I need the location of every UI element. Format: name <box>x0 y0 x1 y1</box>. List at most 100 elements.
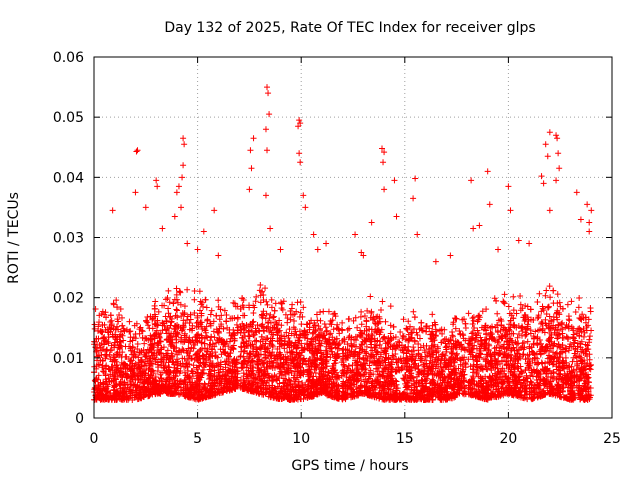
data-point <box>501 291 508 298</box>
data-point <box>479 308 486 315</box>
data-point <box>329 317 336 324</box>
data-point <box>461 316 468 323</box>
data-point <box>586 336 593 343</box>
data-point <box>544 343 551 350</box>
data-point <box>268 304 275 311</box>
data-point <box>474 358 481 365</box>
data-point <box>173 306 180 313</box>
data-point <box>416 335 423 342</box>
data-point <box>293 345 300 352</box>
data-point <box>222 371 229 378</box>
data-point <box>524 303 531 310</box>
data-point <box>298 321 305 328</box>
data-point <box>449 329 456 336</box>
data-point <box>171 377 178 384</box>
chart-title: Day 132 of 2025, Rate Of TEC Index for r… <box>164 20 535 36</box>
data-point <box>587 384 594 391</box>
data-point <box>366 362 373 369</box>
data-point <box>142 358 149 365</box>
data-point <box>344 326 351 333</box>
data-point <box>568 298 575 305</box>
data-point <box>421 347 428 354</box>
data-point <box>196 288 203 295</box>
data-point <box>363 379 370 386</box>
data-point <box>387 303 394 310</box>
data-point <box>260 291 267 298</box>
data-point <box>174 307 181 314</box>
data-point <box>517 301 524 308</box>
data-point <box>535 360 542 367</box>
data-point <box>569 358 576 365</box>
data-point <box>572 308 579 315</box>
data-point <box>247 351 254 358</box>
data-point <box>380 334 387 341</box>
data-point <box>423 342 430 349</box>
data-point <box>263 310 270 317</box>
data-point <box>162 296 169 303</box>
data-point <box>285 335 292 342</box>
data-point <box>191 296 198 303</box>
data-point <box>113 297 120 304</box>
data-point <box>544 304 551 311</box>
data-point <box>515 331 522 338</box>
data-point <box>352 314 359 321</box>
data-point <box>346 325 353 332</box>
data-point <box>113 323 120 330</box>
data-point <box>367 293 374 300</box>
data-point <box>93 357 100 364</box>
data-point <box>146 365 153 372</box>
data-point <box>191 288 198 295</box>
data-point <box>276 380 283 387</box>
data-point <box>253 337 260 344</box>
data-point <box>556 331 563 338</box>
data-point <box>469 315 476 322</box>
data-point <box>566 317 573 324</box>
data-point <box>559 319 566 326</box>
data-point <box>361 313 368 320</box>
data-point <box>91 325 98 332</box>
data-point <box>159 302 166 309</box>
data-point <box>419 327 426 334</box>
data-point <box>524 338 531 345</box>
data-point <box>547 294 554 301</box>
data-point <box>215 297 222 304</box>
data-point <box>527 327 534 334</box>
data-point <box>577 315 584 322</box>
data-point <box>225 373 232 380</box>
data-point <box>296 313 303 320</box>
data-point <box>395 338 402 345</box>
data-point <box>451 315 458 322</box>
data-point <box>304 335 311 342</box>
data-point <box>506 321 513 328</box>
data-point <box>452 325 459 332</box>
data-point <box>358 308 365 315</box>
data-point <box>382 318 389 325</box>
data-point <box>527 306 534 313</box>
data-point <box>233 321 240 328</box>
data-point <box>542 292 549 299</box>
data-point <box>472 331 479 338</box>
data-point <box>483 306 490 313</box>
data-point <box>155 308 162 315</box>
data-point <box>266 315 273 322</box>
data-point <box>575 304 582 311</box>
data-point <box>307 340 314 347</box>
data-point <box>256 345 263 352</box>
data-point <box>565 316 572 323</box>
data-point <box>378 307 385 314</box>
data-point <box>184 286 191 293</box>
data-point <box>586 333 593 340</box>
data-point <box>218 312 225 319</box>
data-point <box>429 322 436 329</box>
data-point <box>579 311 586 318</box>
data-point <box>354 324 361 331</box>
data-point <box>179 346 186 353</box>
data-point <box>272 300 279 307</box>
data-point <box>559 387 566 394</box>
data-point <box>203 333 210 340</box>
data-point <box>491 295 498 302</box>
data-point <box>163 377 170 384</box>
data-point <box>117 305 124 312</box>
data-point <box>510 293 517 300</box>
